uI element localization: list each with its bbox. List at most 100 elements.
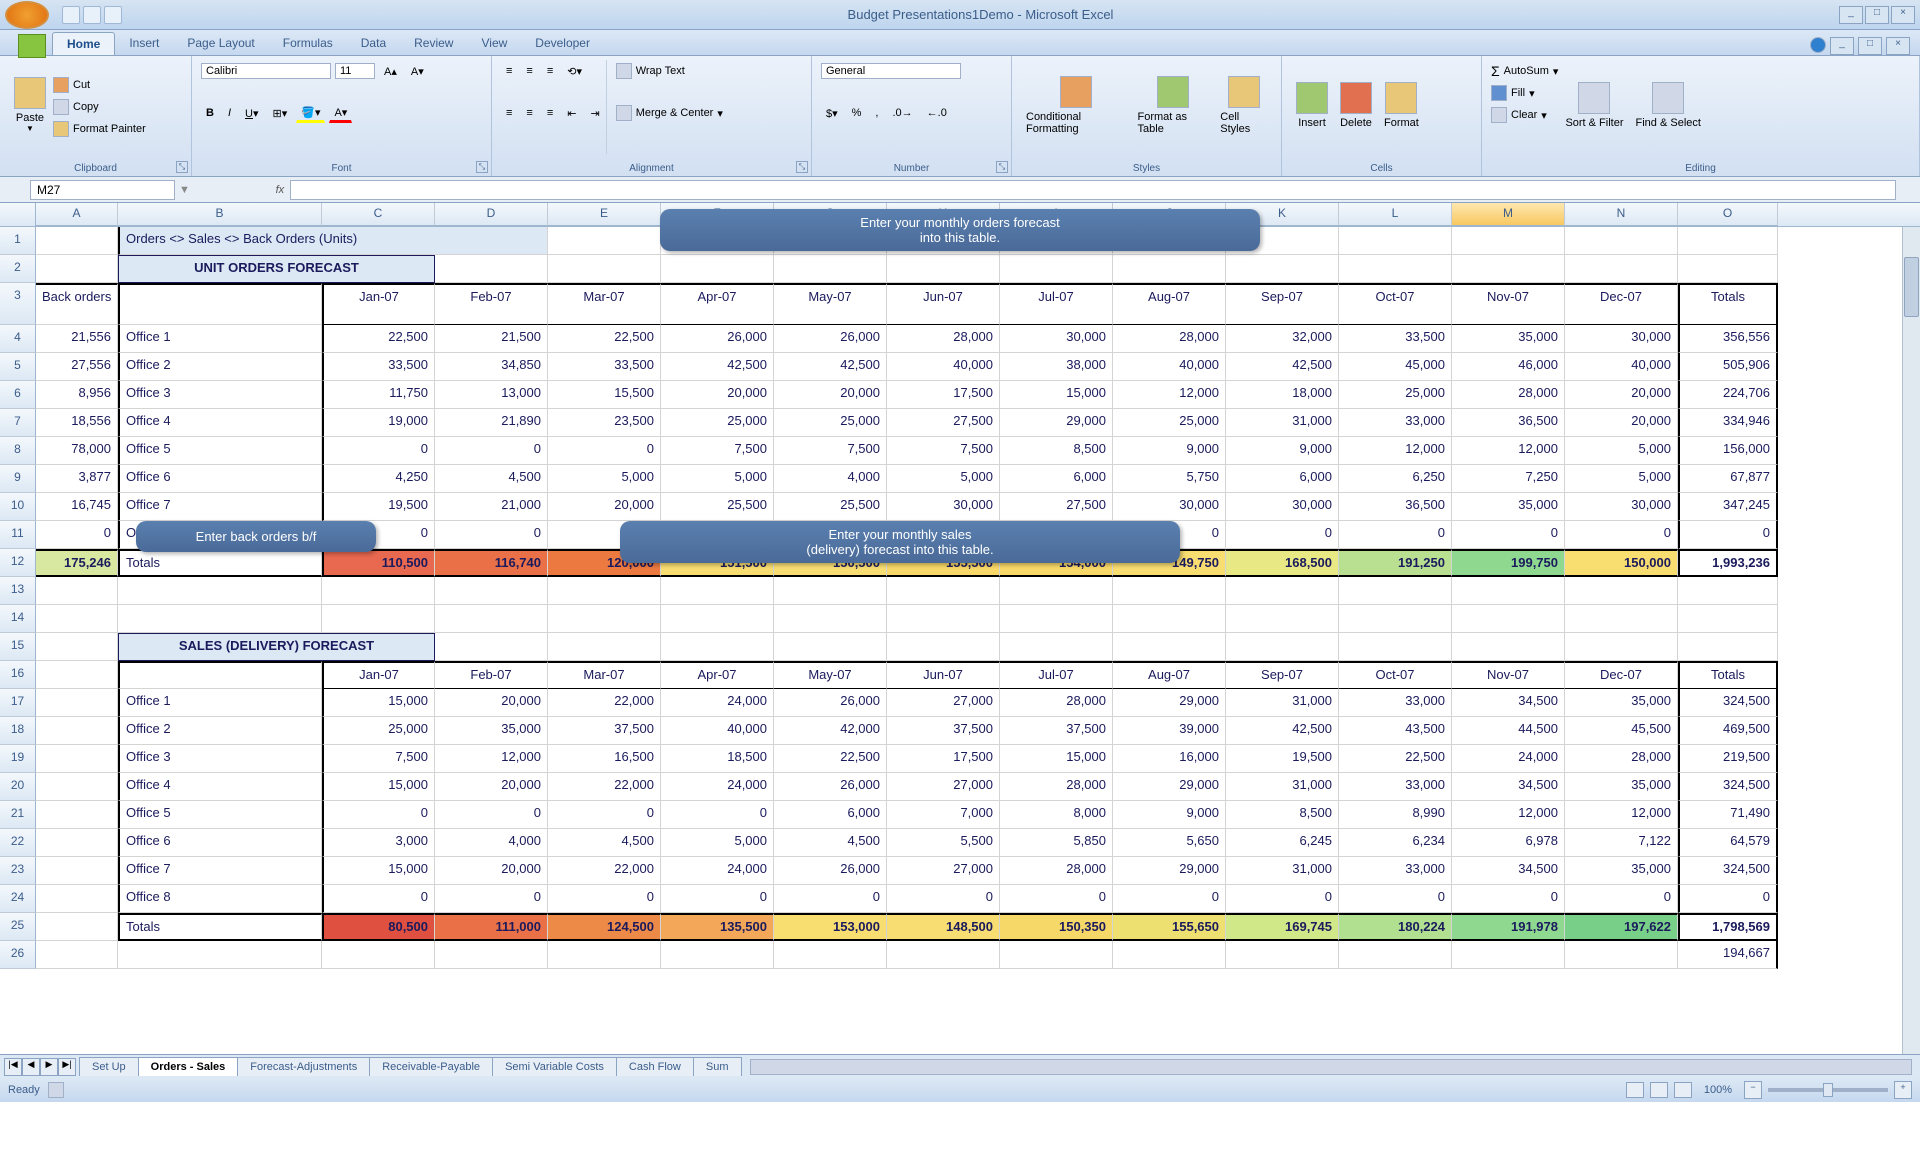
data-cell[interactable]: 24,000 (661, 773, 774, 801)
row-header-21[interactable]: 21 (0, 801, 36, 829)
zoom-slider[interactable] (1768, 1088, 1888, 1092)
data-cell[interactable]: 28,000 (1000, 773, 1113, 801)
cell[interactable] (1452, 577, 1565, 605)
data-cell[interactable]: 7,250 (1452, 465, 1565, 493)
row-total[interactable]: 0 (1678, 885, 1778, 913)
data-cell[interactable]: 31,000 (1226, 773, 1339, 801)
col-header-L[interactable]: L (1339, 203, 1452, 226)
data-cell[interactable]: 35,000 (1452, 325, 1565, 353)
decrease-indent-button[interactable]: ⇤ (562, 105, 581, 122)
format-table-button[interactable]: Format as Table (1132, 60, 1215, 150)
month-header[interactable]: Aug-07 (1113, 661, 1226, 689)
office-label[interactable]: Office 4 (118, 409, 322, 437)
data-cell[interactable]: 32,000 (1226, 325, 1339, 353)
undo-icon[interactable] (83, 6, 101, 24)
data-cell[interactable]: 0 (887, 885, 1000, 913)
cell[interactable] (548, 941, 661, 969)
data-cell[interactable]: 25,500 (661, 493, 774, 521)
office-label[interactable]: Office 3 (118, 745, 322, 773)
zoom-in-button[interactable]: + (1894, 1081, 1912, 1099)
office-label[interactable]: Office 7 (118, 857, 322, 885)
col-header-B[interactable]: B (118, 203, 322, 226)
data-cell[interactable]: 7,122 (1565, 829, 1678, 857)
data-cell[interactable]: 27,000 (887, 689, 1000, 717)
col-header-C[interactable]: C (322, 203, 435, 226)
data-cell[interactable]: 28,000 (1452, 381, 1565, 409)
row-total[interactable]: 324,500 (1678, 689, 1778, 717)
page-break-view-button[interactable] (1674, 1082, 1692, 1098)
month-header[interactable]: Oct-07 (1339, 661, 1452, 689)
data-cell[interactable]: 42,500 (1226, 717, 1339, 745)
data-cell[interactable]: 26,000 (774, 857, 887, 885)
comma-button[interactable]: , (870, 105, 883, 121)
data-cell[interactable]: 4,500 (774, 829, 887, 857)
data-cell[interactable]: 42,500 (774, 353, 887, 381)
row-header-24[interactable]: 24 (0, 885, 36, 913)
cell[interactable] (887, 605, 1000, 633)
data-cell[interactable]: 18,000 (1226, 381, 1339, 409)
tab-insert[interactable]: Insert (115, 32, 173, 55)
back-order-cell[interactable]: 78,000 (36, 437, 118, 465)
month-header[interactable]: Jul-07 (1000, 283, 1113, 325)
data-cell[interactable]: 24,000 (1452, 745, 1565, 773)
total-cell[interactable]: 153,000 (774, 913, 887, 941)
sales-forecast-header[interactable]: SALES (DELIVERY) FORECAST (118, 633, 435, 661)
cell[interactable] (1226, 577, 1339, 605)
cell[interactable] (36, 829, 118, 857)
select-all-corner[interactable] (0, 203, 36, 226)
row-header-22[interactable]: 22 (0, 829, 36, 857)
data-cell[interactable]: 33,000 (1339, 773, 1452, 801)
back-total[interactable]: 175,246 (36, 549, 118, 577)
align-top-button[interactable]: ≡ (501, 63, 517, 79)
data-cell[interactable]: 25,000 (1339, 381, 1452, 409)
align-right-button[interactable]: ≡ (542, 105, 558, 121)
conditional-formatting-button[interactable]: Conditional Formatting (1020, 60, 1132, 150)
data-cell[interactable]: 24,000 (661, 689, 774, 717)
row-total[interactable]: 324,500 (1678, 857, 1778, 885)
row-header-23[interactable]: 23 (0, 857, 36, 885)
cell[interactable] (1565, 577, 1678, 605)
data-cell[interactable]: 0 (548, 437, 661, 465)
cell[interactable] (118, 941, 322, 969)
data-cell[interactable]: 25,500 (774, 493, 887, 521)
data-cell[interactable]: 30,000 (1226, 493, 1339, 521)
cell[interactable] (1678, 577, 1778, 605)
data-cell[interactable]: 20,000 (435, 773, 548, 801)
office-label[interactable]: Office 1 (118, 325, 322, 353)
delete-button[interactable]: Delete (1334, 60, 1378, 150)
data-cell[interactable]: 22,500 (1339, 745, 1452, 773)
cell[interactable] (887, 255, 1000, 283)
row-total[interactable]: 219,500 (1678, 745, 1778, 773)
cell[interactable] (887, 577, 1000, 605)
prev-sheet-button[interactable]: ◀ (22, 1058, 40, 1076)
row-header-5[interactable]: 5 (0, 353, 36, 381)
month-header[interactable]: Nov-07 (1452, 283, 1565, 325)
office-label[interactable]: Office 2 (118, 353, 322, 381)
cell[interactable] (887, 941, 1000, 969)
zoom-out-button[interactable]: − (1744, 1081, 1762, 1099)
data-cell[interactable]: 0 (322, 437, 435, 465)
cell[interactable] (1339, 941, 1452, 969)
data-cell[interactable]: 27,000 (887, 857, 1000, 885)
month-header[interactable]: Dec-07 (1565, 661, 1678, 689)
border-button[interactable]: ⊞▾ (268, 105, 293, 122)
data-cell[interactable]: 5,000 (887, 465, 1000, 493)
total-cell[interactable]: 197,622 (1565, 913, 1678, 941)
alignment-dialog-icon[interactable]: ⤡ (796, 161, 808, 173)
data-cell[interactable]: 28,000 (1000, 857, 1113, 885)
cell[interactable] (36, 255, 118, 283)
cell[interactable] (435, 633, 548, 661)
data-cell[interactable]: 21,890 (435, 409, 548, 437)
row-total[interactable]: 324,500 (1678, 773, 1778, 801)
cell[interactable] (1452, 255, 1565, 283)
office-label[interactable]: Office 1 (118, 689, 322, 717)
increase-indent-button[interactable]: ⇥ (585, 105, 604, 122)
row-total[interactable]: 71,490 (1678, 801, 1778, 829)
data-cell[interactable]: 29,000 (1000, 409, 1113, 437)
back-order-cell[interactable]: 3,877 (36, 465, 118, 493)
tab-home[interactable]: Home (52, 32, 115, 55)
data-cell[interactable]: 5,000 (661, 465, 774, 493)
font-color-button[interactable]: A▾ (329, 104, 352, 123)
data-cell[interactable]: 35,000 (1565, 773, 1678, 801)
data-cell[interactable]: 21,000 (435, 493, 548, 521)
